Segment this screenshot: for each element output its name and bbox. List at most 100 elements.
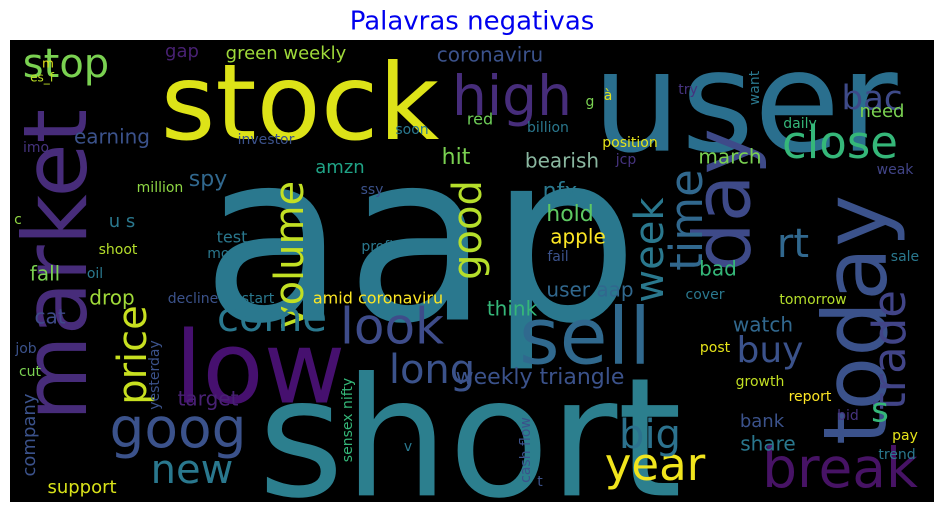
chart-title: Palavras negativas [350, 7, 595, 37]
word: year [605, 438, 706, 491]
word: growth [736, 374, 785, 390]
word: oil [87, 266, 103, 282]
word: price [110, 305, 156, 405]
word: sale [891, 249, 919, 265]
word: hold [546, 202, 593, 227]
word: gap [165, 41, 199, 62]
word: fail [547, 249, 568, 265]
word: t [537, 474, 543, 490]
word: company [19, 393, 40, 476]
cloud-panel [10, 40, 934, 502]
word: stop [23, 41, 109, 87]
word: post [700, 340, 731, 356]
word: earning [74, 125, 150, 149]
word: cover [686, 287, 725, 303]
word: trend [878, 447, 915, 463]
word: hit [442, 145, 471, 170]
word: buy [737, 330, 804, 371]
word: à [604, 88, 613, 104]
word: green weekly [226, 43, 347, 64]
word: break [762, 436, 918, 500]
word: amzn [315, 157, 364, 178]
word: amid coronaviru [313, 289, 443, 308]
word: drop [89, 286, 134, 310]
word: need [860, 101, 905, 122]
word: sell [519, 292, 651, 382]
word: rt [777, 221, 809, 267]
word: cat [34, 305, 65, 329]
word: cash flow [518, 417, 534, 483]
word: come [217, 295, 327, 341]
word: aap [201, 102, 638, 375]
word: investor [238, 132, 295, 148]
word: shoot [99, 242, 138, 258]
word: bac [841, 79, 902, 119]
word: red [467, 110, 493, 129]
word: high [452, 64, 572, 128]
word: test [217, 228, 248, 247]
word: bid [837, 408, 859, 424]
word: weak [877, 162, 915, 178]
word: weekly triangle [456, 365, 625, 390]
word: watch [733, 313, 793, 337]
word: decline [168, 291, 218, 307]
word: position [602, 135, 657, 151]
word: c [14, 212, 22, 228]
word: long [389, 347, 475, 393]
word: report [789, 389, 832, 405]
word: sensex nifty [340, 378, 356, 462]
word: time [660, 169, 713, 271]
word: support [47, 477, 116, 498]
word: close [782, 116, 898, 169]
word: yesterday [147, 340, 163, 410]
word: g [586, 94, 595, 110]
word: market [4, 109, 107, 421]
word: spy [189, 167, 227, 192]
word: short [258, 342, 682, 512]
word: tomorrow [779, 292, 846, 308]
word: soon [395, 122, 428, 138]
word: billion [527, 120, 569, 136]
word: today [804, 195, 907, 445]
word: daily [783, 116, 817, 132]
word: day [678, 128, 768, 271]
word: v [404, 439, 412, 455]
word: start [242, 291, 275, 307]
word: good [445, 180, 491, 280]
word: apple [550, 225, 606, 249]
word: look [340, 298, 444, 356]
word: profit [361, 239, 399, 255]
word: fall [30, 262, 60, 286]
word: m [42, 57, 54, 71]
word: low [175, 309, 346, 426]
word: month [207, 246, 252, 262]
word: try [678, 82, 698, 98]
word: bad [699, 257, 737, 281]
word: pay [892, 428, 918, 444]
word: nfx [543, 179, 578, 204]
word: big [619, 412, 681, 458]
word: think [487, 297, 538, 321]
word: u s [109, 211, 136, 232]
word: share [740, 432, 795, 456]
word: es_f [30, 71, 55, 85]
word: ssy [361, 182, 384, 198]
word: coronaviru [437, 43, 543, 67]
word: new [151, 447, 234, 493]
word: user [592, 22, 898, 185]
word: goog [109, 396, 246, 460]
word: s [871, 391, 889, 431]
word: want [747, 70, 763, 105]
word: job [14, 341, 36, 357]
word: target [178, 387, 239, 411]
word: trade [863, 290, 916, 410]
word: jcp [615, 152, 637, 168]
word: march [698, 145, 761, 169]
word: bearish [525, 149, 599, 173]
word: million [137, 180, 184, 196]
word: week [627, 197, 673, 303]
word: volume [267, 181, 313, 329]
word: bank [740, 411, 785, 432]
